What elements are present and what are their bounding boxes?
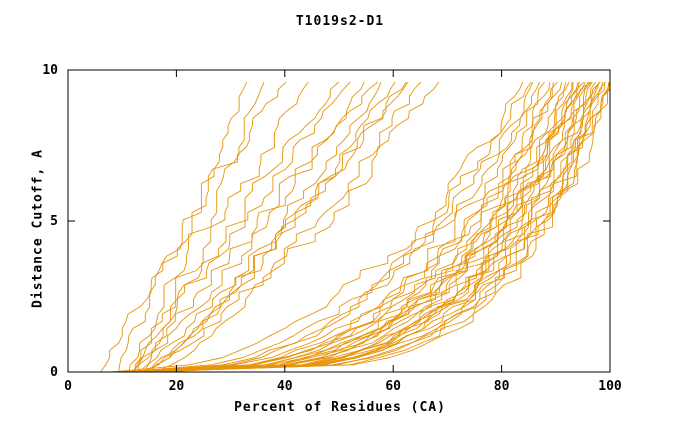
data-curve [143, 82, 573, 373]
x-axis-label: Percent of Residues (CA) [234, 400, 446, 415]
y-axis-label: Distance Cutoff, A [30, 149, 46, 308]
x-tick-label: 60 [385, 379, 401, 394]
data-curve [118, 81, 563, 373]
data-curve [138, 81, 339, 373]
data-curve [138, 81, 611, 373]
data-curve [149, 81, 600, 373]
data-curve [132, 81, 378, 373]
data-curve [128, 82, 611, 373]
data-curve [127, 81, 534, 373]
y-tick-label: 10 [42, 63, 58, 78]
y-tick-label: 5 [50, 214, 58, 229]
data-curve [148, 81, 407, 373]
data-curve [128, 81, 265, 373]
data-curve [143, 81, 606, 373]
chart-title: T1019s2-D1 [295, 14, 385, 29]
data-curve [135, 81, 579, 373]
data-curve [155, 82, 603, 373]
data-curve [149, 82, 574, 373]
data-curve [138, 81, 600, 373]
data-curve [134, 81, 309, 372]
data-curve [154, 81, 440, 373]
data-curve [134, 81, 593, 373]
data-curve [100, 81, 287, 373]
x-tick-label: 100 [598, 379, 622, 394]
data-curve [138, 81, 382, 373]
data-curve [118, 81, 248, 373]
data-curve [132, 82, 609, 373]
data-curve [122, 82, 580, 373]
data-curve [116, 82, 550, 373]
data-curve [139, 81, 541, 373]
data-curve [150, 81, 409, 373]
data-curve [132, 81, 567, 373]
x-tick-label: 0 [64, 379, 72, 394]
data-curve [154, 81, 591, 373]
data-curve [139, 82, 554, 373]
x-tick-label: 80 [494, 379, 510, 394]
data-curve [128, 81, 570, 373]
data-curve [123, 81, 558, 373]
data-curve [111, 81, 532, 373]
x-tick-label: 20 [169, 379, 185, 394]
data-curve [139, 81, 422, 373]
y-tick-label: 0 [50, 365, 58, 380]
data-curve [143, 81, 351, 373]
data-curve [143, 81, 396, 373]
x-tick-label: 40 [277, 379, 293, 394]
data-curve [124, 81, 524, 373]
